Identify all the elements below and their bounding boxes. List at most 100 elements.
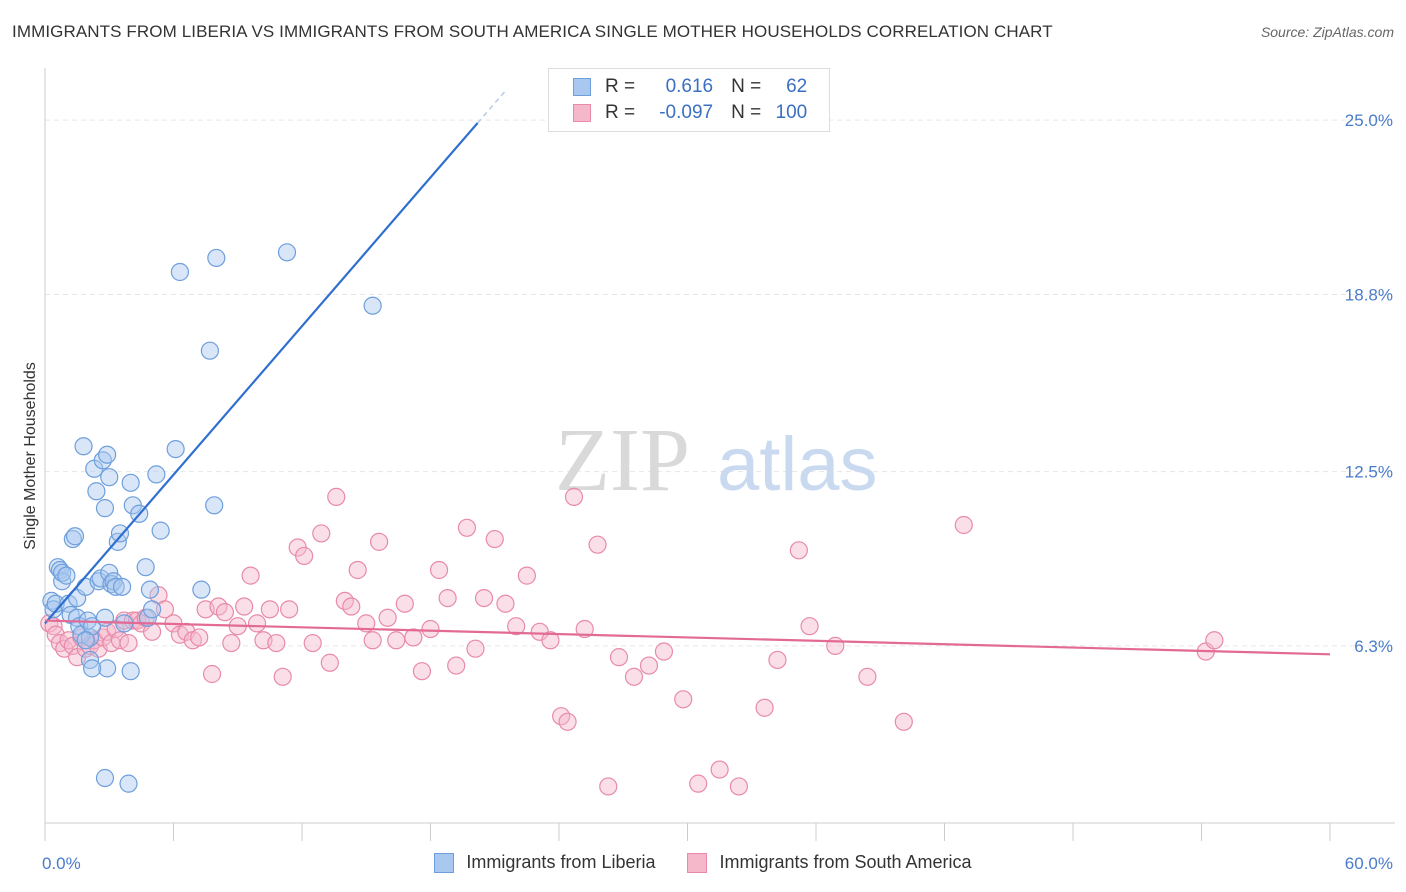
watermark-atlas: atlas xyxy=(717,422,878,507)
south-america-point-68 xyxy=(466,639,485,658)
liberia-point-61 xyxy=(76,631,95,650)
liberia-point-39 xyxy=(121,473,140,492)
liberia-point-36 xyxy=(110,524,130,543)
south-america-point-89 xyxy=(729,777,749,796)
south-america-point-75 xyxy=(541,631,560,650)
south-america-point-58 xyxy=(378,608,397,627)
y-tick-label-1: 12.5% xyxy=(1345,463,1393,482)
south-america-point-31 xyxy=(190,628,209,647)
south-america-point-87 xyxy=(689,774,708,793)
south-america-point-57 xyxy=(370,532,389,551)
south-america-point-56 xyxy=(363,631,382,650)
south-america-point-80 xyxy=(588,535,607,554)
liberia-point-48 xyxy=(166,439,185,459)
legend-r-value-south-america: -0.097 xyxy=(659,102,714,123)
liberia-point-50 xyxy=(192,580,211,599)
liberia-point-44 xyxy=(140,580,160,599)
south-america-trend-line xyxy=(44,619,1331,656)
liberia-point-7 xyxy=(57,566,76,585)
south-america-point-72 xyxy=(507,617,526,636)
liberia-point-54 xyxy=(277,243,297,262)
legend-r-label: R = xyxy=(605,102,636,123)
tick-labels: 6.3% 12.5% 18.8% 25.0% 0.0% 60.0% xyxy=(42,111,1393,873)
legend-item-south-america[interactable]: Immigrants from South America xyxy=(687,852,972,873)
south-america-point-79 xyxy=(575,619,594,639)
y-tick-label-3: 25.0% xyxy=(1345,111,1393,130)
liberia-point-43 xyxy=(138,608,157,627)
liberia-point-30 xyxy=(100,468,119,487)
south-america-point-70 xyxy=(485,529,504,549)
south-america-point-50 xyxy=(320,653,339,672)
liberia-point-60 xyxy=(83,659,102,678)
south-america-point-99 xyxy=(1205,631,1224,650)
south-america-point-44 xyxy=(273,667,292,686)
y-tick-label-2: 18.8% xyxy=(1345,285,1393,304)
liberia-trend-line xyxy=(44,122,479,625)
liberia-point-16 xyxy=(74,437,93,456)
x-tick-label-0: 0.0% xyxy=(42,854,81,873)
south-america-point-36 xyxy=(222,633,241,653)
source-note: Source: ZipAtlas.com xyxy=(1260,24,1394,40)
liberia-point-59 xyxy=(119,774,138,793)
south-america-point-84 xyxy=(639,656,659,675)
south-america-point-77 xyxy=(558,712,577,731)
y-tick-label-0: 6.3% xyxy=(1354,637,1393,656)
chart-title: IMMIGRANTS FROM LIBERIA VS IMMIGRANTS FR… xyxy=(12,22,1053,41)
liberia-point-55 xyxy=(363,296,382,315)
south-america-point-26 xyxy=(155,600,175,619)
south-america-point-83 xyxy=(624,667,644,686)
legend-row-south-america: R = -0.097 N = 100 xyxy=(573,100,807,126)
south-america-point-63 xyxy=(421,619,440,639)
south-america-point-73 xyxy=(517,566,536,585)
liberia-point-57 xyxy=(121,662,140,681)
axes xyxy=(44,68,1395,841)
liberia-point-45 xyxy=(142,600,162,619)
south-america-point-47 xyxy=(295,546,314,566)
south-america-point-39 xyxy=(241,566,260,585)
liberia-point-28 xyxy=(95,608,115,627)
south-america-point-96 xyxy=(894,712,913,731)
south-america-point-88 xyxy=(710,760,729,779)
south-america-point-81 xyxy=(599,777,618,796)
south-america-point-61 xyxy=(404,628,423,647)
south-america-point-85 xyxy=(654,642,674,661)
liberia-point-47 xyxy=(151,521,170,540)
liberia-point-52 xyxy=(205,496,224,515)
legend-r-label: R = xyxy=(605,76,636,97)
south-america-point-38 xyxy=(235,597,254,616)
liberia-point-46 xyxy=(147,465,166,484)
south-america-point-45 xyxy=(280,600,299,619)
south-america-point-43 xyxy=(267,633,286,653)
south-america-point-82 xyxy=(609,648,629,667)
south-america-point-54 xyxy=(348,560,367,580)
trend-lines xyxy=(44,90,1331,656)
liberia-point-27 xyxy=(95,499,115,518)
series-liberia-points xyxy=(42,243,382,793)
legend-item-liberia[interactable]: Immigrants from Liberia xyxy=(434,852,655,873)
south-america-point-94 xyxy=(826,636,845,655)
south-america-point-97 xyxy=(954,515,973,535)
legend-label-south-america: Immigrants from South America xyxy=(719,852,972,872)
south-america-point-66 xyxy=(447,656,466,675)
series-legend: Immigrants from Liberia Immigrants from … xyxy=(0,852,1406,873)
south-america-point-51 xyxy=(327,487,346,506)
south-america-point-78 xyxy=(564,487,584,506)
legend-n-label: N = xyxy=(731,76,762,97)
south-america-point-48 xyxy=(303,633,322,653)
legend-row-liberia: R = 0.616 N = 62 xyxy=(573,74,807,100)
liberia-point-42 xyxy=(136,558,155,577)
correlation-legend: R = 0.616 N = 62 R = -0.097 N = 100 xyxy=(548,68,830,132)
south-america-point-33 xyxy=(202,664,222,684)
legend-r-value-liberia: 0.616 xyxy=(665,76,714,97)
south-america-point-60 xyxy=(395,594,414,613)
south-america-point-67 xyxy=(457,518,477,537)
legend-n-value-south-america: 100 xyxy=(775,102,808,123)
y-axis-title: Single Mother Households xyxy=(22,362,39,550)
south-america-point-71 xyxy=(496,594,515,613)
south-america-point-59 xyxy=(387,631,406,650)
south-america-point-55 xyxy=(357,614,376,633)
south-america-point-35 xyxy=(215,603,234,622)
liberia-trend-extension xyxy=(477,90,507,124)
south-america-point-53 xyxy=(342,597,361,616)
